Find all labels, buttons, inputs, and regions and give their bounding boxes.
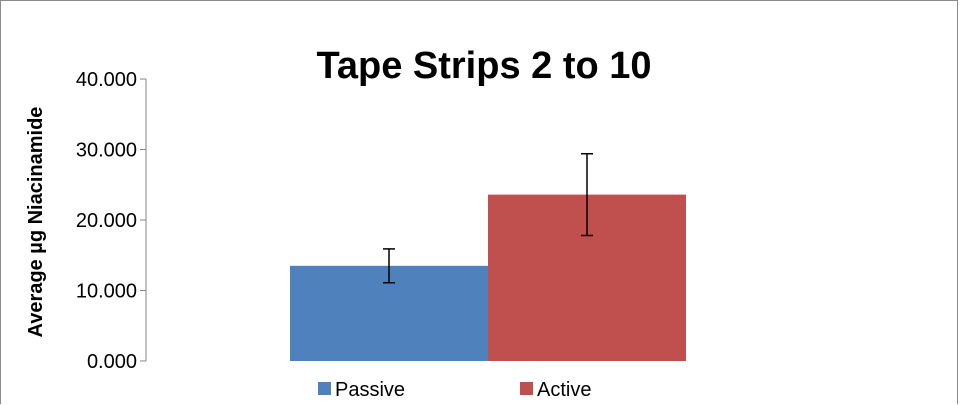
y-tick-label: 20.000 bbox=[76, 210, 137, 232]
legend-item-active: Active bbox=[520, 379, 591, 401]
legend-item-passive: Passive bbox=[318, 379, 405, 401]
chart-title: Tape Strips 2 to 10 bbox=[316, 45, 651, 87]
y-tick-label: 0.000 bbox=[87, 351, 137, 373]
legend-swatch bbox=[520, 382, 533, 395]
y-tick-label: 40.000 bbox=[76, 69, 137, 91]
y-tick-label: 10.000 bbox=[76, 281, 137, 303]
legend: Passive Active bbox=[318, 379, 591, 401]
y-axis-label: Average µg Niacinamide bbox=[25, 107, 47, 338]
legend-label: Passive bbox=[335, 379, 405, 401]
legend-swatch bbox=[318, 382, 331, 395]
y-tick-label: 30.000 bbox=[76, 140, 137, 162]
error-bar-passive bbox=[383, 248, 395, 284]
legend-label: Active bbox=[537, 379, 591, 401]
y-axis: 0.000 10.000 20.000 30.000 40.000 bbox=[76, 69, 147, 373]
bars bbox=[290, 152, 686, 361]
error-bar-active bbox=[581, 152, 593, 237]
